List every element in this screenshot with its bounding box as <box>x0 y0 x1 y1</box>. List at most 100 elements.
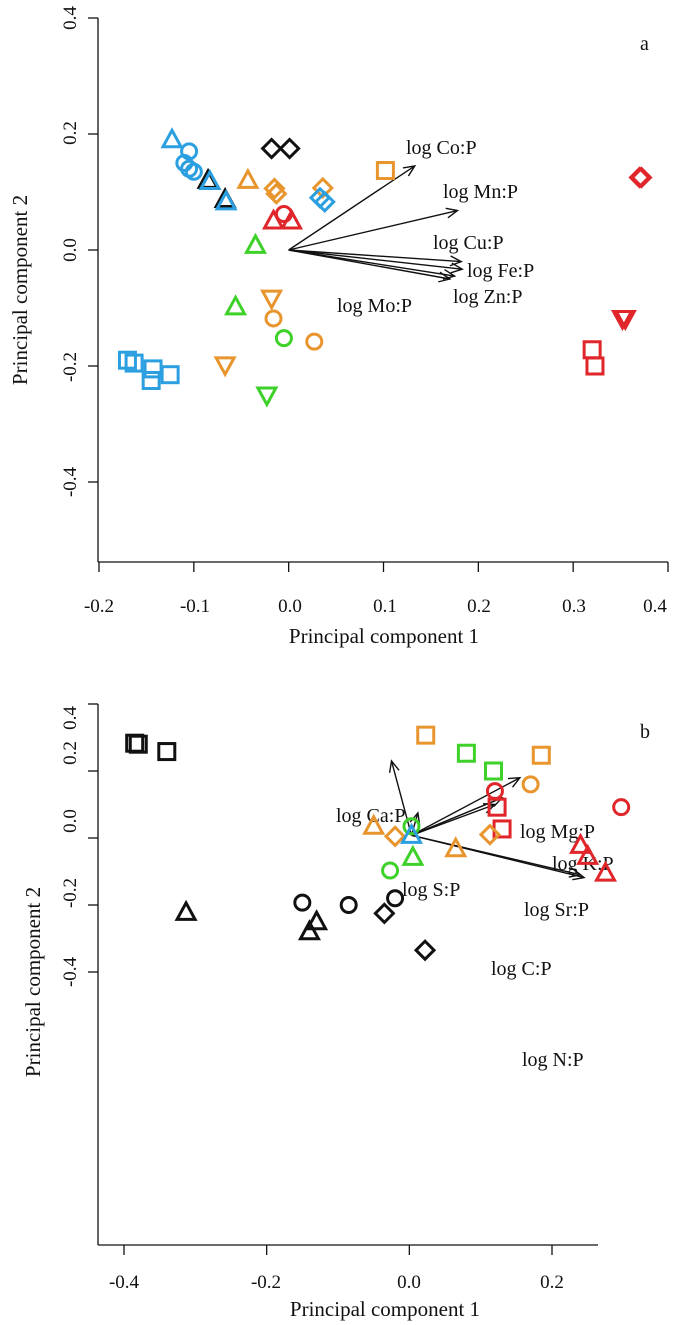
loading-arrow-shaft <box>288 249 451 280</box>
loading-arrow-head <box>438 271 452 283</box>
tick-marks-b <box>88 703 553 1255</box>
square-marker <box>531 745 551 765</box>
diamond-marker <box>278 137 301 160</box>
circle-marker <box>612 798 631 817</box>
axis-lines-a <box>97 18 668 563</box>
triangle-marker <box>160 127 184 149</box>
y-axis-title-a: Principal component 2 <box>8 195 32 385</box>
square-marker <box>487 797 507 817</box>
vector-label: log S:P <box>402 879 460 901</box>
diamond-marker <box>478 823 502 846</box>
y-tick-label: 0.4 <box>60 6 81 30</box>
diamond-marker <box>373 902 396 925</box>
loading-arrow-shaft <box>411 803 496 836</box>
loading-arrow-head <box>507 776 522 788</box>
x-axis-title-a: Principal component 1 <box>289 624 479 648</box>
loading-arrow-shaft <box>410 812 419 836</box>
triangle-marker <box>261 208 286 230</box>
square-marker <box>124 353 144 373</box>
triangle-marker <box>198 168 222 191</box>
x-tick-label: -0.1 <box>180 596 210 617</box>
x-tick-labels-a: -0.2 -0.1 0.0 0.1 0.2 0.3 0.4 <box>84 596 667 617</box>
loading-arrow-head <box>445 207 460 219</box>
y-tick-labels-b: -0.4 -0.2 0.0 0.2 0.4 <box>60 706 81 987</box>
vector-label: log Ca:P <box>336 805 405 827</box>
square-marker <box>375 161 395 181</box>
loading-arrow-shaft <box>288 249 462 263</box>
square-marker <box>456 743 476 763</box>
y-tick-label: 0.4 <box>60 706 81 730</box>
circle-marker <box>264 309 283 328</box>
square-marker <box>492 819 512 839</box>
circle-marker <box>184 162 203 181</box>
chart-panel-b: -0.4 -0.2 0.0 0.2 0.4 -0.4 -0.2 0.0 0.2 … <box>21 703 650 1321</box>
loading-arrow-head <box>450 262 464 274</box>
diamond-marker <box>260 137 283 160</box>
circle-marker <box>339 896 358 914</box>
x-tick-label: 0.1 <box>373 596 397 617</box>
circle-marker <box>521 775 540 794</box>
triangle-marker <box>243 232 268 254</box>
inverted-triangle-marker <box>213 356 237 378</box>
x-tick-label: 0.0 <box>397 1272 421 1293</box>
y-tick-label: 0.2 <box>60 741 81 765</box>
loading-arrow-shaft <box>390 760 413 836</box>
x-tick-label: -0.2 <box>251 1272 281 1293</box>
triangle-marker <box>236 167 260 189</box>
triangle-marker <box>401 844 425 866</box>
tick-marks-a <box>88 17 669 572</box>
y-tick-label: 0.0 <box>60 809 81 833</box>
x-tick-label: -0.4 <box>109 1272 140 1293</box>
vector-label: log Fe:P <box>467 260 534 282</box>
loading-arrow-shaft <box>288 209 458 251</box>
vector-label: log Mn:P <box>443 181 518 203</box>
inverted-triangle-marker <box>613 309 637 332</box>
loading-arrow-head <box>572 869 586 881</box>
triangle-marker <box>569 832 593 854</box>
circle-marker <box>386 889 405 908</box>
triangle-marker <box>444 836 468 858</box>
diamond-marker <box>263 177 286 200</box>
inverted-triangle-marker <box>260 289 284 311</box>
loading-arrow-shaft <box>288 249 463 270</box>
diamond-marker <box>383 825 407 848</box>
scatter-points-a <box>117 127 653 408</box>
vector-label: log Co:P <box>406 137 477 159</box>
x-tick-label: 0.2 <box>467 596 491 617</box>
panel-letter-a: a <box>640 33 649 55</box>
square-marker <box>416 725 436 745</box>
square-marker <box>582 340 602 360</box>
square-marker <box>160 365 180 385</box>
x-tick-label: 0.0 <box>278 596 302 617</box>
triangle-marker <box>214 189 238 211</box>
vector-label: log Cu:P <box>433 232 504 254</box>
y-tick-label: 0.2 <box>60 121 81 145</box>
y-tick-labels-a: -0.4 -0.2 0.0 0.2 0.4 <box>60 6 81 497</box>
vector-label: log C:P <box>491 958 552 980</box>
loading-arrow-shaft <box>288 165 416 251</box>
loading-arrow-shaft <box>411 834 585 879</box>
diamond-marker <box>413 939 437 962</box>
triangle-marker <box>362 813 386 835</box>
circle-marker <box>293 893 312 912</box>
x-tick-label: 0.4 <box>643 596 667 617</box>
x-tick-label: -0.2 <box>84 596 114 617</box>
y-tick-label: -0.4 <box>60 956 81 987</box>
vector-label: log N:P <box>522 1049 584 1071</box>
y-axis-title-b: Principal component 2 <box>21 887 45 1077</box>
vector-label: log Mo:P <box>337 295 412 317</box>
inverted-triangle-marker <box>255 386 279 408</box>
y-tick-label: -0.2 <box>60 878 81 908</box>
square-marker <box>141 371 161 390</box>
triangle-marker <box>279 208 304 230</box>
vector-label: log Mg:P <box>520 821 595 843</box>
diamond-marker <box>313 190 336 213</box>
loading-arrow-head <box>388 759 400 773</box>
triangle-marker <box>305 909 329 931</box>
scatter-points-b <box>125 725 631 962</box>
square-marker <box>157 742 177 762</box>
triangle-marker <box>399 822 424 844</box>
triangle-marker <box>297 919 321 941</box>
triangle-marker <box>174 899 198 921</box>
